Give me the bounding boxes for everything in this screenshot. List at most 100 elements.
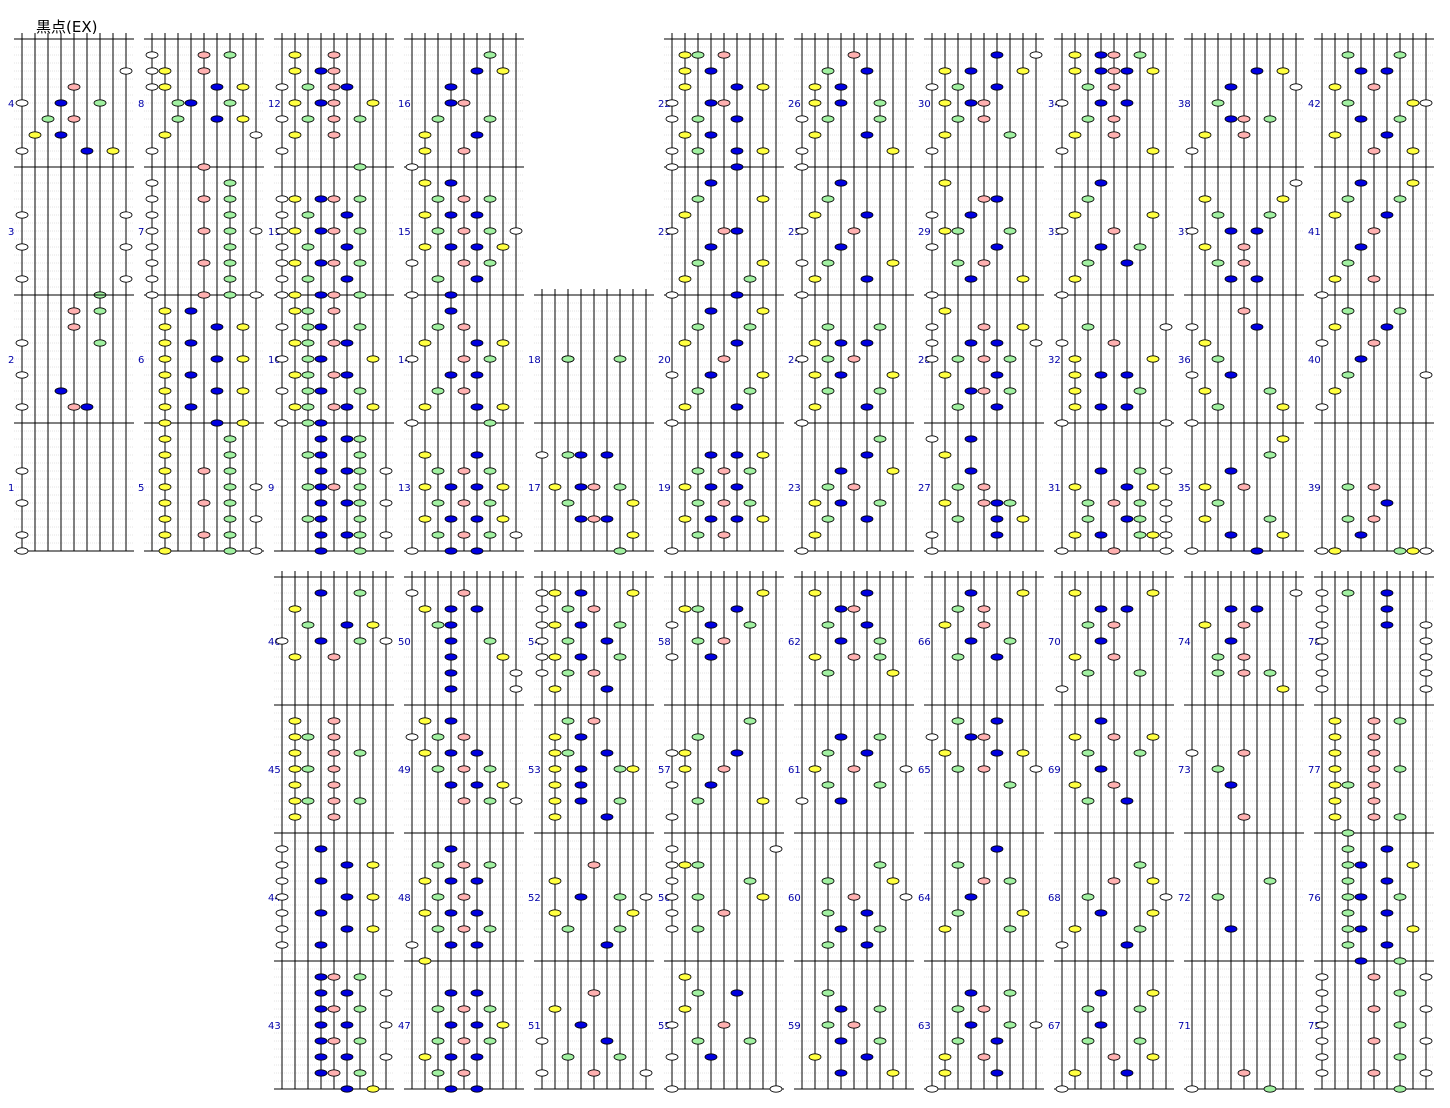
note [1068,275,1082,283]
note [587,1069,601,1077]
measure-number: 27 [918,483,931,494]
measure-number: 38 [1178,99,1191,110]
note [1055,941,1069,949]
note [327,291,341,299]
note [821,115,835,123]
note [418,243,432,251]
note [405,419,419,427]
staff-column: 63 64 65 66 [918,571,1044,1093]
note [470,515,484,523]
note [704,179,718,187]
note [1016,909,1030,917]
note [1029,1021,1043,1029]
note [808,371,822,379]
note [834,371,848,379]
note [444,211,458,219]
note [717,499,731,507]
staff-column: 1 2 3 4 [8,33,134,555]
note [483,51,497,59]
note [1263,115,1277,123]
note [353,163,367,171]
note [938,179,952,187]
note [1081,195,1095,203]
note [1328,813,1342,821]
note [821,387,835,395]
note [418,403,432,411]
note [197,499,211,507]
note [418,749,432,757]
note [197,227,211,235]
staff-column: 71 72 73 74 [1178,571,1304,1093]
staff-column: 59 60 61 62 [788,571,914,1090]
note [184,99,198,107]
note [1081,669,1095,677]
note [1107,51,1121,59]
note [327,653,341,661]
note [275,275,289,283]
note [1354,243,1368,251]
note [470,605,484,613]
note [314,195,328,203]
note [327,403,341,411]
note [678,483,692,491]
note [145,67,159,75]
note [1107,499,1121,507]
note [717,467,731,475]
note [15,243,29,251]
note [1367,813,1381,821]
measure-number: 56 [658,893,671,904]
note [1094,99,1108,107]
note [977,733,991,741]
note [886,1069,900,1077]
note [1146,877,1160,885]
note [1068,653,1082,661]
note [431,195,445,203]
note [444,1021,458,1029]
measure-number: 70 [1048,637,1061,648]
note [1341,307,1355,315]
note [223,515,237,523]
note [158,435,172,443]
note [1393,307,1407,315]
note [951,115,965,123]
note [626,909,640,917]
note [1224,83,1238,91]
note [1406,99,1420,107]
note [340,1021,354,1029]
note [314,419,328,427]
note [314,909,328,917]
note [457,925,471,933]
note [613,653,627,661]
note [288,765,302,773]
note [418,339,432,347]
note [1315,973,1329,981]
note [1107,83,1121,91]
note [834,99,848,107]
note [535,1069,549,1077]
note [314,1069,328,1077]
note [1367,147,1381,155]
note [1016,749,1030,757]
note [743,717,757,725]
note [379,1021,393,1029]
note [769,1085,783,1093]
note [1354,355,1368,363]
note [301,765,315,773]
note [1198,131,1212,139]
note [1016,67,1030,75]
note [249,483,263,491]
note [1380,211,1394,219]
note [444,1053,458,1061]
measure-number: 10 [268,355,281,366]
note [275,291,289,299]
note [1094,637,1108,645]
note [1341,259,1355,267]
note [795,163,809,171]
note [938,749,952,757]
note [327,307,341,315]
note [1341,99,1355,107]
note [1237,1069,1251,1077]
note [405,163,419,171]
note [613,621,627,629]
